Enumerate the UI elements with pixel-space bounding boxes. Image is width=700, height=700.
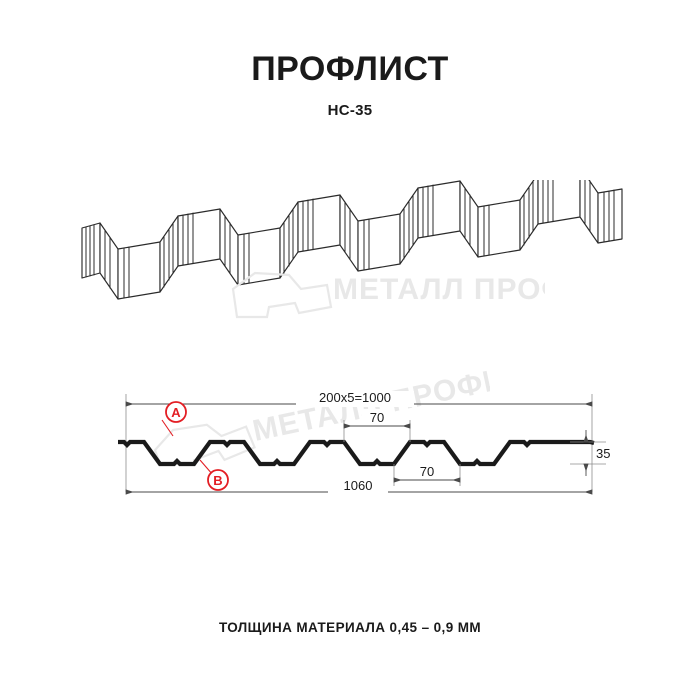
dimension-crest-width-text: 70 [370, 410, 384, 425]
watermark-primary: МЕТАЛЛ ПРОФИЛЬ [231, 271, 545, 319]
material-thickness-caption: ТОЛЩИНА МАТЕРИАЛА 0,45 – 0,9 ММ [218, 620, 482, 635]
iso-sheet-geometry [81, 180, 623, 300]
dimension-overall-width: 1060 [125, 478, 593, 495]
callout-marker-b-label: B [213, 473, 222, 488]
cross-section-view: 200x5=1000 70 70 1060 [118, 390, 610, 495]
dimension-working-width: 200x5=1000 [125, 390, 593, 407]
svg-text:МЕТАЛЛ ПРОФИЛЬ: МЕТАЛЛ ПРОФИЛЬ [333, 273, 545, 306]
dimension-height-text: 35 [596, 446, 610, 461]
callout-marker-a-label: A [171, 405, 181, 420]
dimension-working-width-text: 200x5=1000 [319, 390, 391, 405]
dimension-height: 35 [570, 430, 610, 476]
page-title: ПРОФЛИСТ [251, 50, 449, 88]
isometric-view [81, 180, 623, 300]
product-model-label: НС-35 [327, 102, 373, 119]
profile-outline [118, 439, 595, 467]
dimension-crest-width: 70 [343, 409, 411, 442]
dimension-overall-width-text: 1060 [344, 478, 373, 493]
callout-marker-b[interactable]: B [199, 459, 229, 491]
dimension-valley-width-text: 70 [420, 464, 434, 479]
callout-marker-a[interactable]: A [161, 401, 187, 437]
page-header: ПРОФЛИСТ НС-35 [0, 52, 700, 119]
dimension-valley-width: 70 [393, 463, 461, 486]
